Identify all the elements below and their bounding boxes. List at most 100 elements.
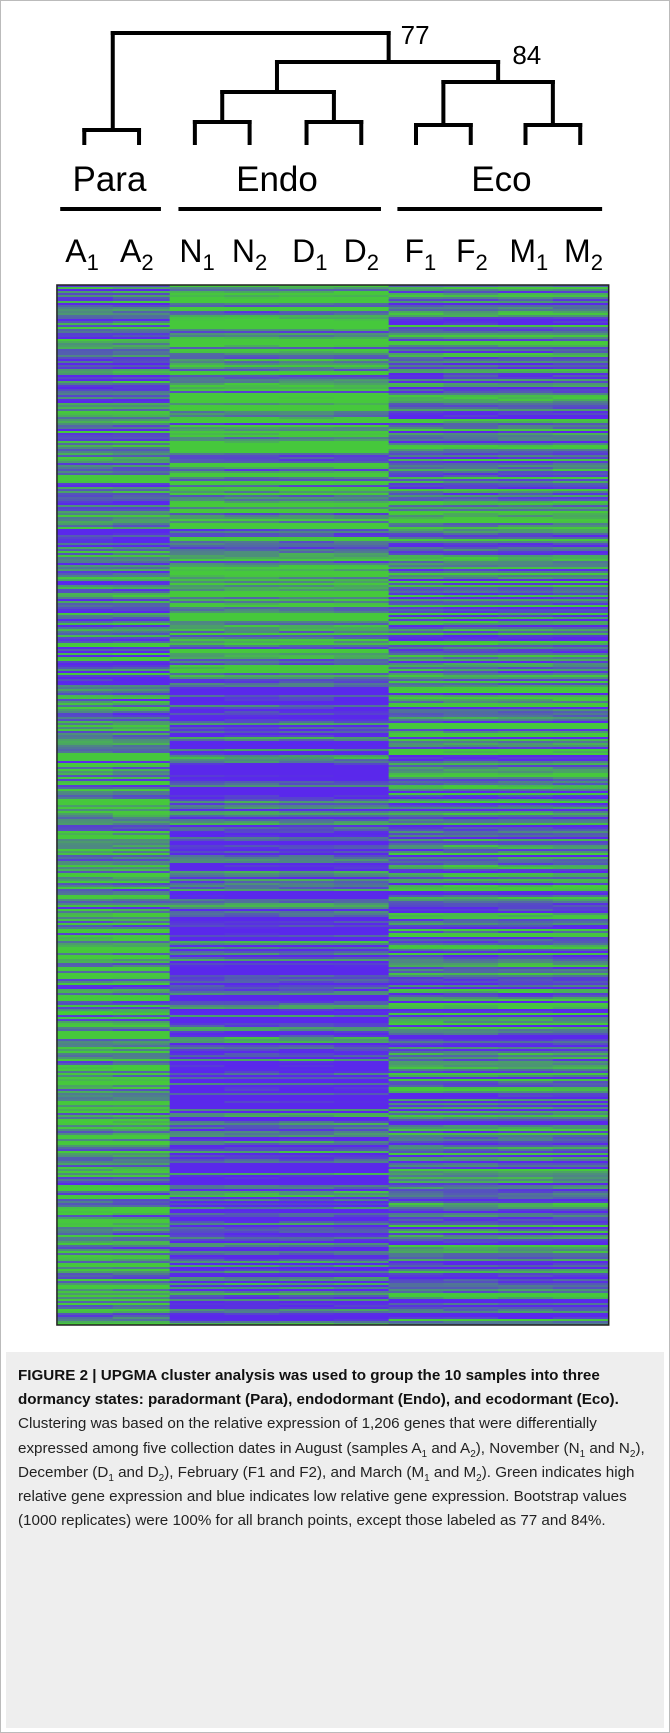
heatmap-cell — [224, 601, 280, 604]
heatmap-cell — [333, 611, 390, 614]
heatmap-cell — [443, 1141, 499, 1144]
heatmap-cell — [169, 1035, 225, 1038]
heatmap-cell — [333, 579, 390, 582]
heatmap-cell — [112, 677, 171, 680]
heatmap-cell — [169, 923, 225, 926]
heatmap-cell — [443, 507, 499, 510]
heatmap-cell — [333, 1139, 390, 1142]
heatmap-cell — [169, 1239, 225, 1242]
heatmap-cell — [169, 331, 225, 334]
heatmap-cell — [224, 1043, 280, 1046]
heatmap-cell — [443, 373, 499, 376]
heatmap-cell — [279, 323, 335, 326]
heatmap-cell — [112, 499, 171, 502]
heatmap-cell — [56, 1151, 114, 1154]
heatmap-cell — [552, 335, 610, 338]
heatmap-cell — [112, 373, 171, 376]
heatmap-cell — [443, 843, 499, 846]
heatmap-cell — [443, 349, 499, 352]
heatmap-cell — [279, 735, 335, 738]
heatmap-cell — [388, 1277, 444, 1280]
heatmap-cell — [112, 663, 171, 666]
heatmap-cell — [443, 347, 499, 350]
heatmap-cell — [388, 819, 444, 822]
heatmap-cell — [443, 1233, 499, 1236]
heatmap-cell — [279, 637, 335, 640]
heatmap-cell — [443, 393, 499, 396]
heatmap-cell — [279, 1209, 335, 1212]
heatmap-cell — [333, 473, 390, 476]
heatmap-cell — [112, 1059, 171, 1062]
heatmap-cell — [552, 883, 610, 886]
heatmap-cell — [333, 389, 390, 392]
heatmap-cell — [443, 733, 499, 736]
heatmap-cell — [169, 329, 225, 332]
heatmap-cell — [112, 639, 171, 642]
heatmap-cell — [443, 331, 499, 334]
heatmap-cell — [552, 827, 610, 830]
heatmap-cell — [56, 969, 114, 972]
heatmap-cell — [279, 1095, 335, 1098]
heatmap-cell — [224, 1099, 280, 1102]
heatmap-cell — [552, 1235, 610, 1238]
heatmap-cell — [388, 353, 444, 356]
heatmap-cell — [333, 825, 390, 828]
heatmap-cell — [498, 581, 554, 584]
heatmap-cell — [333, 1115, 390, 1118]
heatmap-cell — [333, 1275, 390, 1278]
heatmap-cell — [169, 915, 225, 918]
heatmap-cell — [169, 737, 225, 740]
heatmap-cell — [552, 369, 610, 372]
heatmap-cell — [388, 941, 444, 944]
heatmap-cell — [169, 1045, 225, 1048]
heatmap-cell — [169, 467, 225, 470]
heatmap-cell — [224, 1245, 280, 1248]
heatmap-cell — [224, 681, 280, 684]
heatmap-cell — [112, 353, 171, 356]
heatmap-cell — [333, 987, 390, 990]
heatmap-cell — [279, 831, 335, 834]
heatmap-cell — [443, 537, 499, 540]
heatmap-cell — [498, 443, 554, 446]
heatmap-cell — [498, 1103, 554, 1106]
heatmap-cell — [169, 799, 225, 802]
heatmap-cell — [279, 499, 335, 502]
heatmap-cell — [552, 871, 610, 874]
heatmap-cell — [169, 967, 225, 970]
heatmap-cell — [169, 1227, 225, 1230]
heatmap-cell — [552, 981, 610, 984]
heatmap-cell — [388, 613, 444, 616]
heatmap-cell — [169, 403, 225, 406]
heatmap-cell — [279, 1113, 335, 1116]
heatmap-cell — [333, 639, 390, 642]
heatmap-cell — [443, 1175, 499, 1178]
heatmap-cell — [169, 743, 225, 746]
heatmap-cell — [552, 485, 610, 488]
heatmap-cell — [112, 867, 171, 870]
heatmap-cell — [279, 815, 335, 818]
heatmap-cell — [388, 1163, 444, 1166]
heatmap-cell — [56, 477, 114, 480]
heatmap-cell — [498, 819, 554, 822]
heatmap-cell — [388, 389, 444, 392]
heatmap-cell — [112, 567, 171, 570]
heatmap-cell — [112, 359, 171, 362]
heatmap-cell — [498, 907, 554, 910]
heatmap-cell — [388, 1275, 444, 1278]
heatmap-cell — [552, 305, 610, 308]
heatmap-cell — [388, 795, 444, 798]
heatmap-cell — [498, 557, 554, 560]
heatmap-cell — [224, 803, 280, 806]
heatmap-cell — [56, 647, 114, 650]
heatmap-cell — [388, 677, 444, 680]
heatmap-cell — [443, 915, 499, 918]
heatmap-cell — [112, 473, 171, 476]
heatmap-cell — [498, 1031, 554, 1034]
heatmap-cell — [279, 1255, 335, 1258]
heatmap-cell — [224, 613, 280, 616]
heatmap-cell — [552, 1009, 610, 1012]
heatmap-cell — [333, 729, 390, 732]
heatmap-cell — [279, 1249, 335, 1252]
heatmap-cell — [169, 1119, 225, 1122]
heatmap-cell — [224, 1207, 280, 1210]
